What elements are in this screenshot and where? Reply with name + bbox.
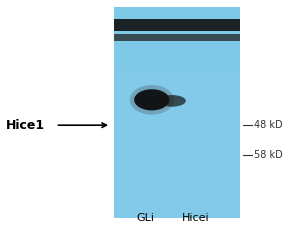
- Text: Hicei: Hicei: [182, 213, 210, 223]
- Text: 48 kD: 48 kD: [254, 120, 282, 130]
- Ellipse shape: [158, 95, 186, 107]
- Text: GLi: GLi: [136, 213, 154, 223]
- Bar: [114, 34, 240, 40]
- Ellipse shape: [130, 85, 174, 115]
- Text: 58 kD: 58 kD: [254, 150, 282, 160]
- Bar: [114, 7, 240, 218]
- Text: Hice1: Hice1: [6, 119, 45, 132]
- Bar: [114, 70, 240, 218]
- Bar: [114, 19, 240, 31]
- Ellipse shape: [134, 89, 169, 110]
